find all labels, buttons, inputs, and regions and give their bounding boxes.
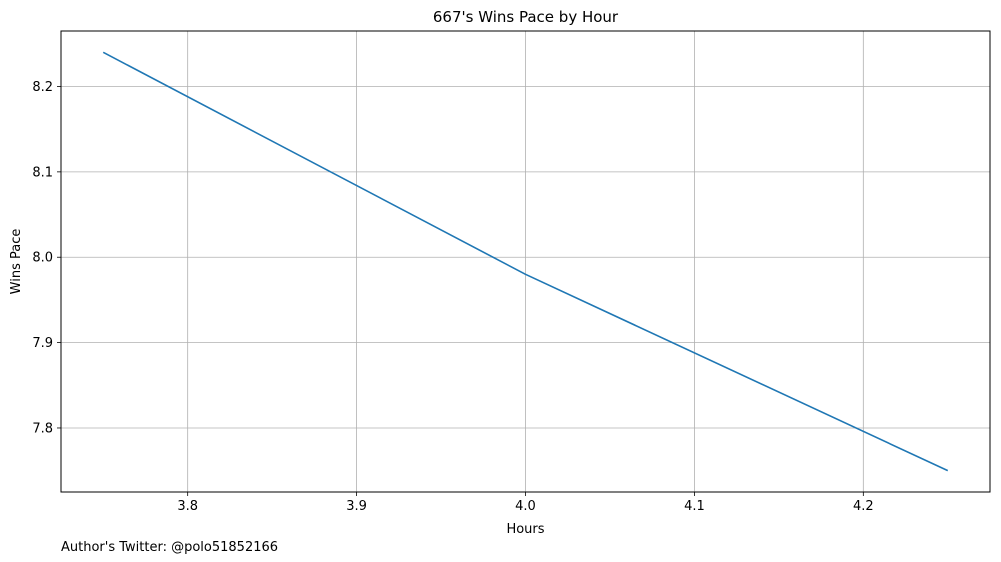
x-axis-label: Hours: [506, 522, 544, 537]
x-tick-label: 3.8: [177, 499, 198, 514]
series-layer: [102, 51, 949, 472]
ticks-layer: 3.8 3.9 4.0 4.1 4.2 7.8 7.9 8.0 8.1 8.2: [32, 80, 873, 514]
y-tick-label: 7.8: [32, 421, 53, 436]
series-line: [102, 51, 949, 472]
x-tick-label: 4.0: [515, 499, 536, 514]
x-tick-label: 3.9: [346, 499, 367, 514]
y-tick-label: 7.9: [32, 336, 53, 351]
y-tick-label: 8.2: [32, 80, 53, 95]
chart-title: 667's Wins Pace by Hour: [433, 8, 619, 26]
x-tick-label: 4.1: [684, 499, 705, 514]
y-axis-label: Wins Pace: [9, 229, 24, 295]
y-tick-label: 8.1: [32, 165, 53, 180]
x-tick-label: 4.2: [853, 499, 874, 514]
author-footnote: Author's Twitter: @polo51852166: [61, 540, 278, 555]
y-tick-label: 8.0: [32, 251, 53, 266]
grid-lines: [61, 31, 990, 492]
